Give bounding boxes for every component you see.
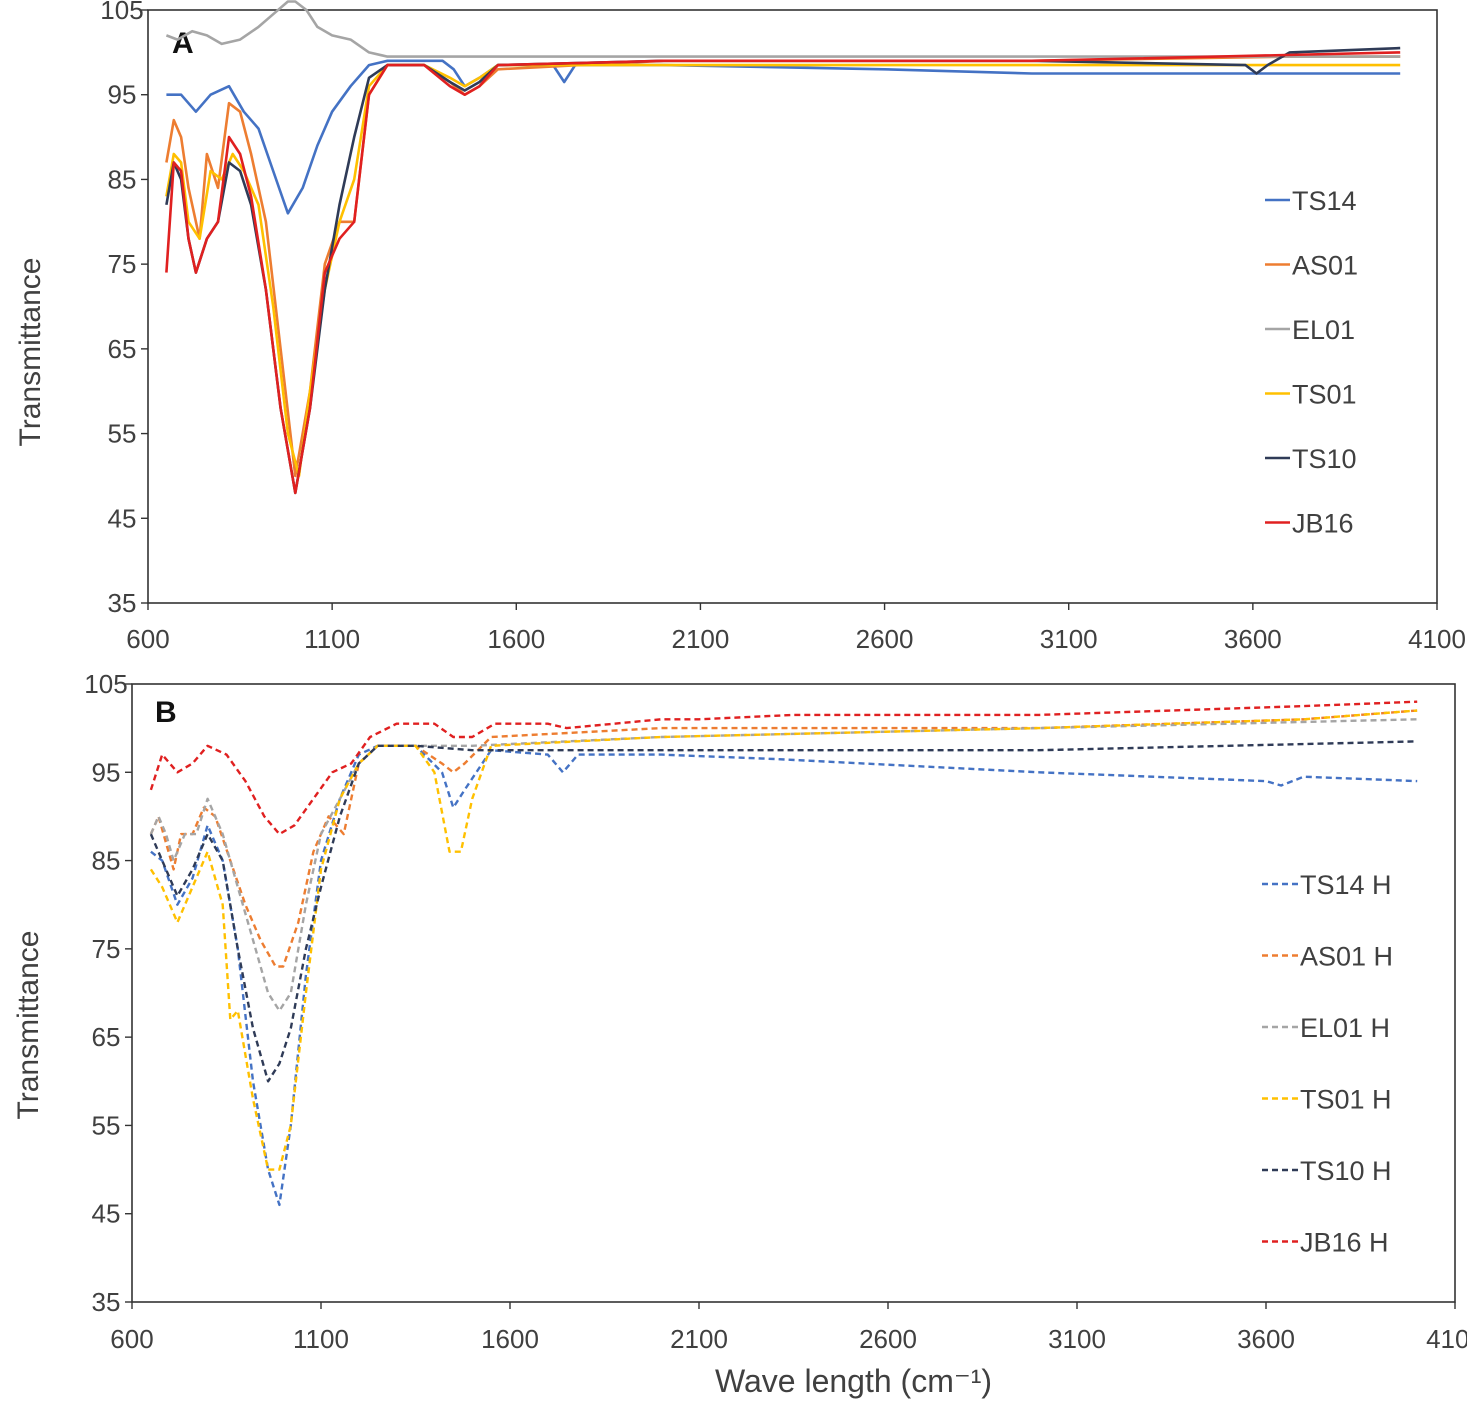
x-tick-label: 3600 bbox=[1237, 1324, 1295, 1354]
y-tick-label: 35 bbox=[92, 1287, 121, 1317]
y-tick-label: 75 bbox=[108, 249, 137, 279]
legend-label: TS01 bbox=[1292, 380, 1357, 410]
x-axis-label: Wave length (cm⁻¹) bbox=[715, 1363, 992, 1399]
y-tick-label: 85 bbox=[92, 846, 121, 876]
y-tick-label: 105 bbox=[84, 669, 127, 699]
plot-area bbox=[131, 683, 1456, 1303]
x-tick-label: 4100 bbox=[1408, 624, 1466, 654]
panel-a-chart: 600 1100 1600 2100 2600 3100 3600 4100 35 45 55 65 7… bbox=[14, 0, 1466, 654]
y-tick-label: 65 bbox=[108, 334, 137, 364]
legend-label: TS10 bbox=[1292, 444, 1357, 474]
legend-label: TS01 H bbox=[1300, 1085, 1392, 1115]
legend-label: TS14 H bbox=[1300, 870, 1392, 900]
legend-label: EL01 H bbox=[1300, 1013, 1390, 1043]
x-tick-label: 1100 bbox=[304, 624, 360, 654]
series-line-jb16-h bbox=[149, 700, 1418, 836]
x-tick-label: 1600 bbox=[487, 624, 545, 654]
x-tick-label: 2100 bbox=[672, 624, 730, 654]
legend-label: TS14 bbox=[1292, 186, 1357, 216]
series-line-ts01 bbox=[165, 63, 1401, 478]
series-line-ts01-h bbox=[149, 709, 1418, 1171]
series-line-jb16 bbox=[165, 51, 1401, 495]
y-tick-label: 95 bbox=[92, 757, 121, 787]
y-tick-label: 95 bbox=[108, 80, 137, 110]
legend-label: JB16 bbox=[1292, 509, 1354, 539]
y-tick-label: 105 bbox=[100, 0, 143, 25]
legend: TS14 H AS01 H EL01 H TS01 H TS10 H JB16 H bbox=[1262, 870, 1393, 1258]
series-line-el01 bbox=[165, 0, 1401, 58]
y-tick-label: 45 bbox=[108, 503, 137, 533]
series-group bbox=[149, 700, 1418, 1207]
panel-b-chart: 600 1100 1600 2100 2600 3100 3600 4100 35 45 55 65 7… bbox=[12, 669, 1467, 1399]
x-tick-label: 2600 bbox=[859, 1324, 917, 1354]
y-tick-label: 55 bbox=[108, 419, 137, 449]
series-line-as01 bbox=[165, 55, 1401, 478]
legend: TS14 AS01 EL01 TS01 TS10 JB16 bbox=[1265, 186, 1358, 539]
x-tick-label: 3600 bbox=[1224, 624, 1282, 654]
y-tick-label: 55 bbox=[92, 1110, 121, 1140]
series-line-el01-h bbox=[149, 718, 1418, 1012]
plot-area bbox=[147, 9, 1438, 604]
y-tick-label: 45 bbox=[92, 1199, 121, 1229]
x-tick-label: 600 bbox=[126, 624, 169, 654]
y-tick-label: 65 bbox=[92, 1022, 121, 1052]
panel-label: A bbox=[172, 27, 194, 60]
legend-label: TS10 H bbox=[1300, 1156, 1392, 1186]
x-tick-label: 1100 bbox=[293, 1324, 349, 1354]
legend-label: JB16 H bbox=[1300, 1228, 1389, 1258]
y-axis-label: Transmittance bbox=[14, 258, 47, 447]
x-tick-label: 2100 bbox=[670, 1324, 728, 1354]
y-tick-label: 35 bbox=[108, 588, 137, 618]
x-tick-label: 600 bbox=[110, 1324, 153, 1354]
y-tick-label: 85 bbox=[108, 164, 137, 194]
legend-label: AS01 H bbox=[1300, 942, 1393, 972]
x-tick-label: 4100 bbox=[1426, 1324, 1467, 1354]
x-tick-label: 1600 bbox=[481, 1324, 539, 1354]
legend-label: AS01 bbox=[1292, 251, 1358, 281]
x-tick-label: 3100 bbox=[1048, 1324, 1106, 1354]
y-tick-label: 75 bbox=[92, 934, 121, 964]
series-group bbox=[165, 0, 1401, 495]
panel-label: B bbox=[155, 696, 177, 729]
x-tick-label: 2600 bbox=[856, 624, 914, 654]
x-tick-label: 3100 bbox=[1040, 624, 1098, 654]
series-line-ts10-h bbox=[149, 740, 1418, 1083]
y-axis-label: Transmittance bbox=[12, 931, 45, 1120]
legend-label: EL01 bbox=[1292, 315, 1355, 345]
